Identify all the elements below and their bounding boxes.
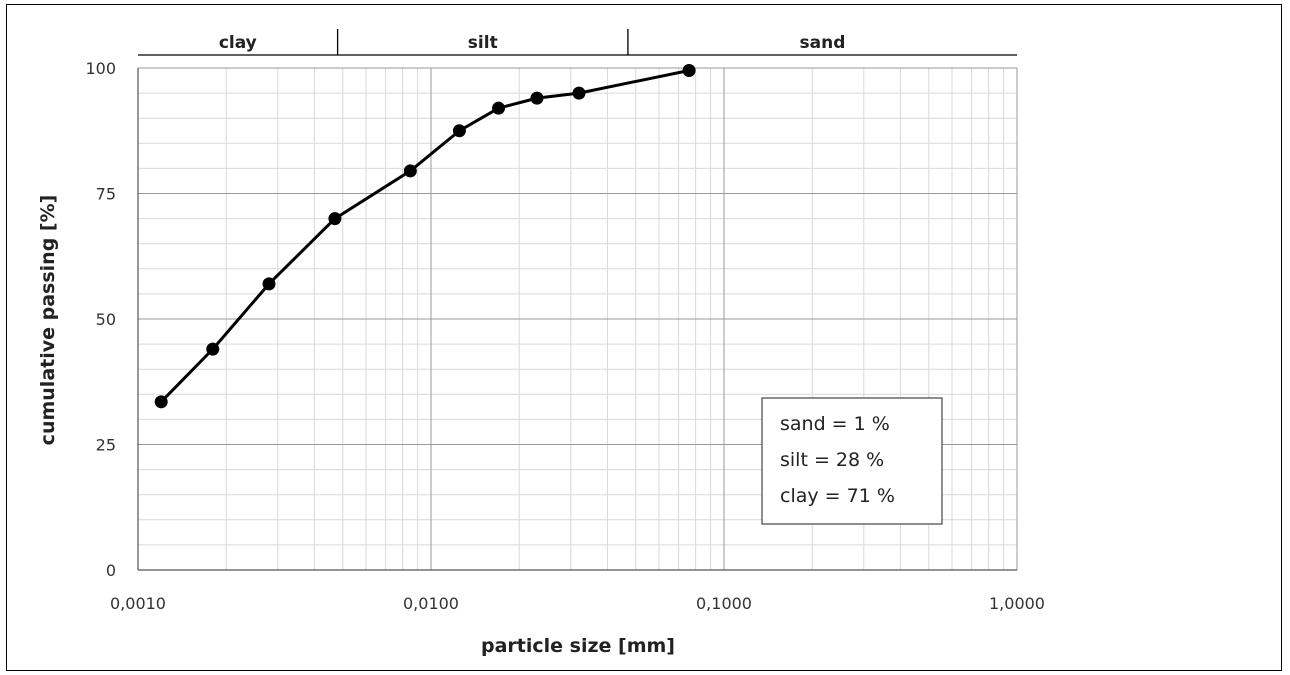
data-point bbox=[530, 91, 544, 105]
y-tick-label: 75 bbox=[96, 185, 116, 204]
fraction-summary-box: sand = 1 % silt = 28 % clay = 71 % bbox=[761, 397, 943, 525]
band-label-sand: sand bbox=[800, 33, 846, 53]
y-tick-label: 25 bbox=[96, 436, 116, 455]
data-series bbox=[154, 64, 696, 409]
data-point bbox=[206, 342, 220, 356]
summary-sand: sand = 1 % bbox=[780, 413, 890, 435]
x-tick-label: 1,0000 bbox=[989, 594, 1045, 613]
x-tick-label: 0,1000 bbox=[696, 594, 752, 613]
grain-size-chart: clay silt sand 0,0010 0,0100 0,1000 1,0000 0 25… bbox=[6, 4, 1282, 671]
chart-frame: clay silt sand 0,0010 0,0100 0,1000 1,0000 0 25… bbox=[6, 4, 1282, 671]
axes: 0,0010 0,0100 0,1000 1,0000 0 25 50 75 100 bbox=[85, 59, 1045, 613]
soil-class-bands: clay silt sand bbox=[138, 29, 1017, 56]
y-tick-label: 100 bbox=[85, 59, 116, 78]
data-point bbox=[262, 277, 276, 291]
data-point bbox=[572, 86, 586, 100]
x-axis-title: particle size [mm] bbox=[481, 635, 675, 657]
grid bbox=[137, 67, 1018, 571]
data-point bbox=[492, 101, 506, 115]
x-tick-label: 0,0010 bbox=[110, 594, 166, 613]
summary-silt: silt = 28 % bbox=[780, 449, 884, 471]
y-tick-label: 0 bbox=[106, 561, 116, 580]
data-point bbox=[154, 395, 168, 409]
data-point bbox=[452, 124, 466, 138]
fraction-summary-border bbox=[761, 397, 943, 525]
y-tick-label: 50 bbox=[96, 310, 116, 329]
band-label-silt: silt bbox=[468, 33, 498, 53]
x-tick-label: 0,0100 bbox=[403, 594, 459, 613]
series-line bbox=[160, 69, 690, 403]
outer-border bbox=[6, 4, 1282, 671]
data-point bbox=[403, 164, 417, 178]
data-point bbox=[682, 64, 696, 78]
summary-clay: clay = 71 % bbox=[780, 485, 895, 507]
y-axis-title: cumulative passing [%] bbox=[37, 195, 59, 446]
band-label-clay: clay bbox=[219, 33, 257, 53]
data-point bbox=[328, 212, 342, 226]
